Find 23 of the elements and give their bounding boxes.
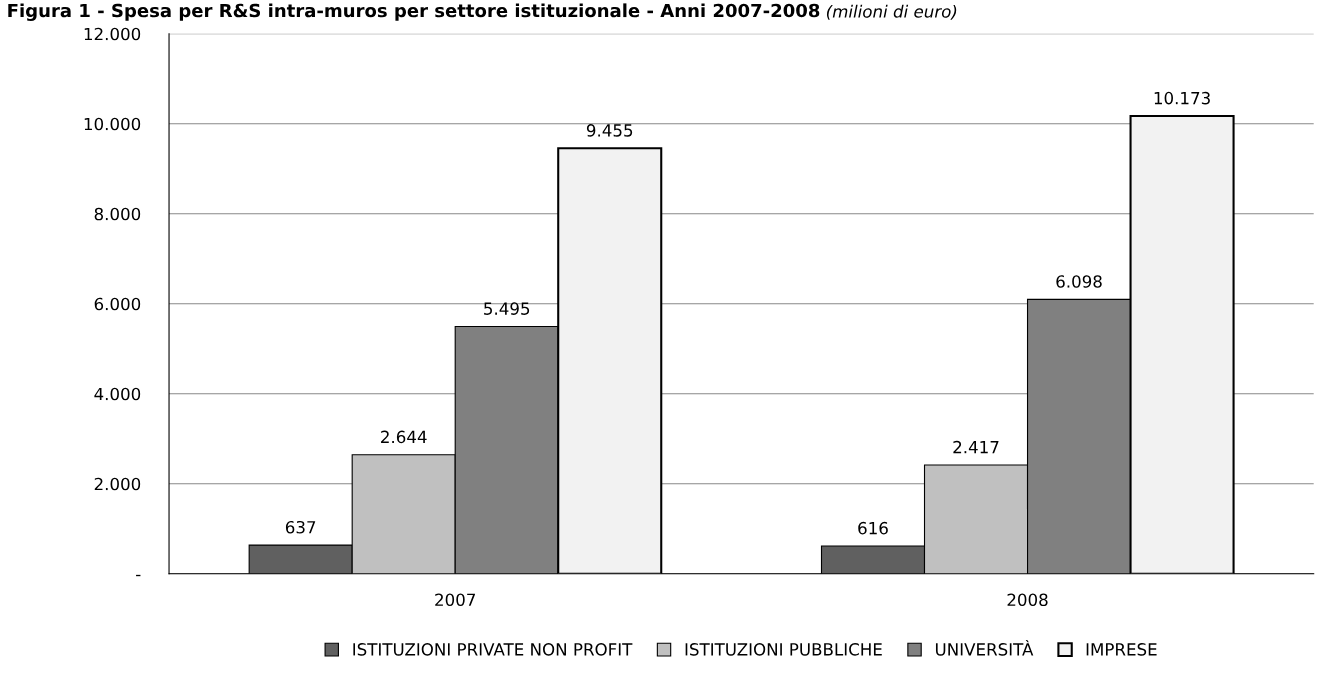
data-label: 9.455 <box>586 124 633 137</box>
data-label: 5.495 <box>484 302 530 315</box>
data-label: 616 <box>858 521 888 535</box>
legend-label: ISTITUZIONI PRIVATE NON PROFIT <box>353 643 633 656</box>
y-tick-label: 8.000 <box>94 207 141 221</box>
data-label: 10.173 <box>1154 91 1210 105</box>
y-tick-label: - <box>136 574 141 577</box>
chart-subtitle: (milioni di euro) <box>826 4 957 20</box>
legend-label: IMPRESE <box>1086 643 1157 656</box>
x-tick-label: 2008 <box>1007 593 1048 607</box>
y-tick-label: 10.000 <box>84 117 141 131</box>
data-label: 6.098 <box>1056 275 1102 288</box>
y-tick-label: 12.000 <box>84 27 141 41</box>
data-label: 637 <box>285 520 316 534</box>
y-tick-label: 4.000 <box>94 387 141 401</box>
data-label: 2.417 <box>953 440 999 454</box>
data-label: 2.644 <box>381 430 427 444</box>
legend-label: ISTITUZIONI PUBBLICHE <box>685 643 882 656</box>
legend-label: UNIVERSITÀ <box>935 639 1034 656</box>
x-tick-label: 2007 <box>435 593 475 607</box>
y-tick-label: 6.000 <box>94 297 141 311</box>
chart-title: Figura 1 - Spesa per R&S intra-muros per settore istituzionale - Anni 2007-2008 <box>8 3 820 21</box>
y-tick-label: 2.000 <box>94 477 141 491</box>
